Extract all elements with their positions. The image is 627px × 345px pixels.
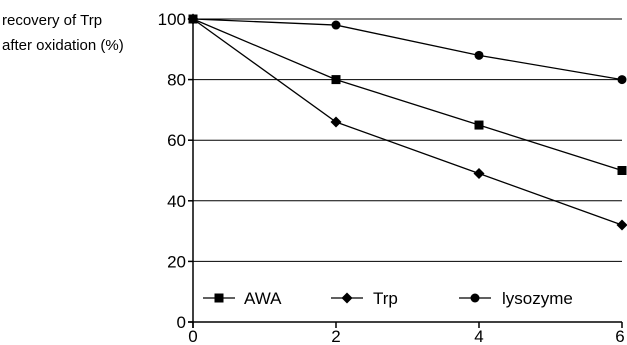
- y-axis-label: recovery of Trp after oxidation (%): [2, 12, 124, 54]
- y-tick-label-40: 40: [167, 192, 186, 211]
- gridlines: [193, 18, 622, 262]
- legend-item-lysozyme: lysozyme: [459, 289, 573, 308]
- axes: [188, 18, 623, 328]
- legend-marker-awa: [214, 293, 224, 303]
- y-tick-label-20: 20: [167, 252, 186, 271]
- data-point-lysozyme-x6: [617, 75, 627, 85]
- data-point-awa-x6: [617, 166, 627, 175]
- legend-item-trp: Trp: [331, 289, 398, 308]
- data-point-trp-x6: [616, 219, 627, 231]
- legend-marker-lysozyme: [470, 293, 480, 303]
- series-line-awa: [192, 18, 623, 172]
- legend: AWA Trp lysozyme: [203, 289, 573, 308]
- legend-label-trp: Trp: [373, 289, 398, 308]
- x-tick-label-0: 0: [188, 327, 197, 345]
- series-line-trp: [192, 18, 623, 226]
- series-awa: [188, 14, 627, 175]
- y-tick-label-80: 80: [167, 71, 186, 90]
- tick-labels: 0 20 40 60 80 100 0 2 4 6: [158, 10, 625, 345]
- y-axis-label-line-1: recovery of Trp: [2, 12, 102, 29]
- y-tick-label-60: 60: [167, 131, 186, 150]
- y-axis-label-line-2: after oxidation (%): [2, 37, 124, 54]
- data-point-awa-x4: [474, 120, 484, 130]
- series-layer: [187, 13, 627, 231]
- data-point-trp-x2: [330, 116, 342, 128]
- data-point-lysozyme-x0: [188, 14, 198, 24]
- legend-label-awa: AWA: [244, 289, 282, 308]
- legend-label-lysozyme: lysozyme: [502, 289, 573, 308]
- data-point-lysozyme-x4: [474, 50, 484, 60]
- x-tick-label-4: 4: [474, 327, 483, 345]
- legend-marker-trp: [341, 292, 353, 304]
- x-tick-label-6: 6: [615, 327, 624, 345]
- data-point-trp-x4: [473, 168, 485, 180]
- data-point-lysozyme-x2: [331, 20, 341, 30]
- x-tick-label-2: 2: [331, 327, 340, 345]
- legend-item-awa: AWA: [203, 289, 282, 308]
- series-line-lysozyme: [192, 18, 623, 81]
- data-point-awa-x2: [331, 75, 341, 85]
- y-tick-label-0: 0: [177, 313, 186, 332]
- series-lysozyme: [188, 14, 627, 85]
- y-tick-label-100: 100: [158, 10, 186, 29]
- series-trp: [187, 13, 627, 231]
